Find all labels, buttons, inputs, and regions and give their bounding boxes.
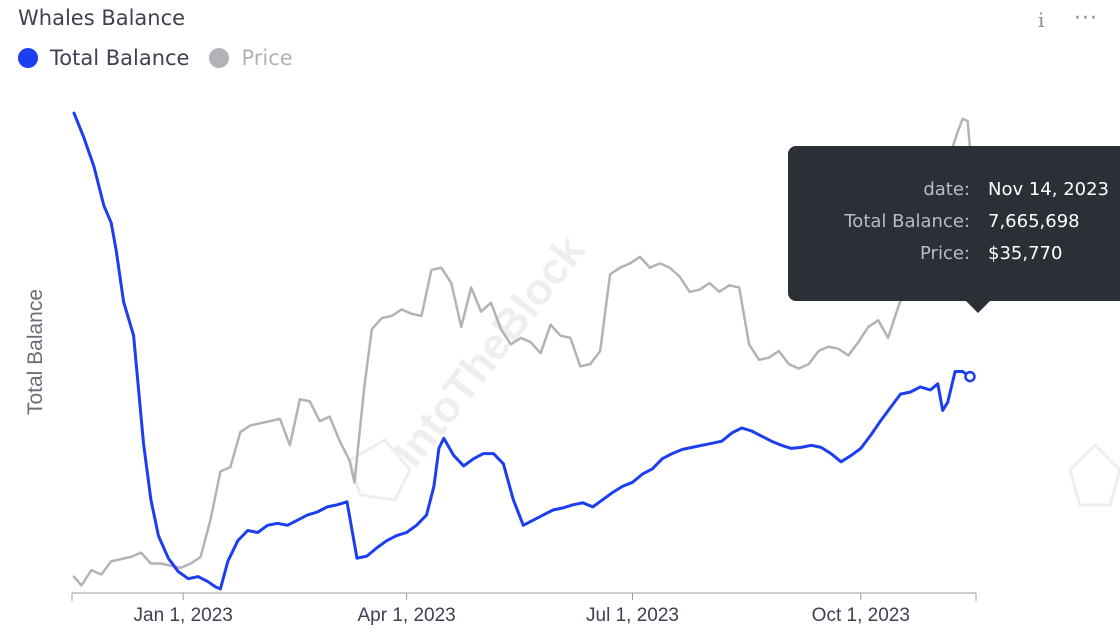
y-axis-label: Total Balance	[24, 289, 47, 415]
tooltip-date-label: date:	[923, 179, 970, 200]
tooltip-date-value: Nov 14, 2023	[988, 179, 1110, 200]
tooltip-price-value: $35,770	[988, 243, 1063, 264]
total-balance-series	[72, 111, 972, 591]
legend-label-total-balance: Total Balance	[50, 46, 190, 70]
more-horizontal-icon[interactable]: ···	[1074, 6, 1098, 31]
watermark-text: IntoTheBlock	[384, 226, 595, 476]
header-actions: i ···	[1010, 4, 1120, 38]
x-axis-tick-label: Jan 1, 2023	[134, 605, 233, 626]
hover-point-marker	[964, 370, 976, 383]
legend-dot-total-balance	[18, 48, 38, 68]
tooltip-balance-value: 7,665,698	[988, 211, 1080, 232]
legend-label-price: Price	[241, 46, 293, 70]
info-icon[interactable]: i	[1038, 8, 1045, 32]
tooltip-row-balance: Total Balance: 7,665,698	[788, 211, 1120, 241]
legend-item-total-balance[interactable]: Total Balance	[18, 46, 189, 70]
price-series	[72, 117, 972, 587]
total-balance-line	[72, 111, 972, 591]
tooltip-row-price: Price: $35,770	[788, 243, 1120, 273]
x-axis-ticks: Jan 1, 2023 Apr 1, 2023 Jul 1, 2023 Oct 1, …	[71, 593, 977, 626]
x-axis-tick-label: Jul 1, 2023	[586, 605, 679, 626]
x-axis-tick-label: Apr 1, 2023	[357, 605, 455, 626]
price-line	[72, 117, 972, 587]
legend: Total Balance Price	[18, 46, 293, 70]
card-title: Whales Balance	[18, 6, 186, 30]
watermark-logo-icon	[348, 438, 1120, 507]
legend-dot-price	[209, 48, 230, 68]
tooltip: date: Nov 14, 2023 Total Balance: 7,665,…	[788, 146, 1120, 313]
tooltip-row-date: date: Nov 14, 2023	[788, 179, 1120, 209]
legend-item-price[interactable]: Price	[209, 46, 293, 70]
x-axis-tick-label: Oct 1, 2023	[812, 605, 910, 626]
tooltip-price-label: Price:	[920, 243, 970, 264]
tooltip-balance-label: Total Balance:	[844, 211, 970, 232]
